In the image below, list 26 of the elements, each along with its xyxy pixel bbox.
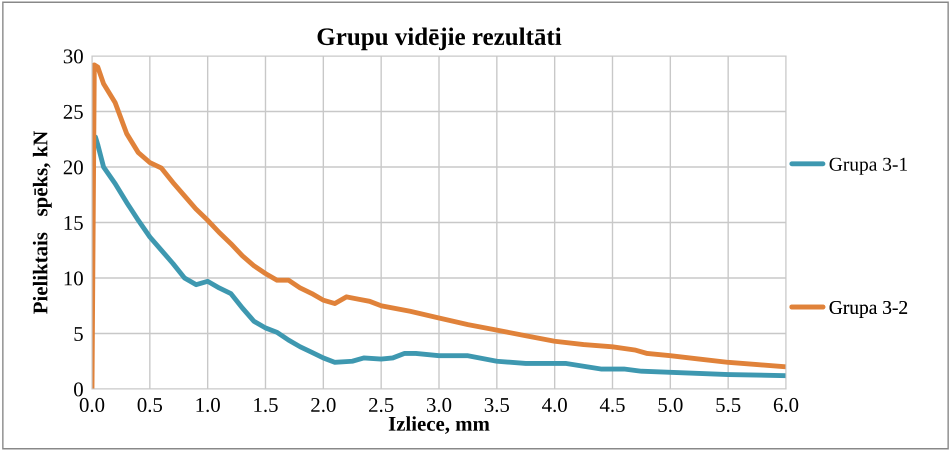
y-tick-label: 10 xyxy=(64,271,83,286)
legend-label: Grupa 3-1 xyxy=(830,158,907,175)
legend-label: Grupa 3-2 xyxy=(830,300,908,318)
x-tick-label: 6.0 xyxy=(774,398,798,412)
x-axis-title: Izliece, mm xyxy=(388,416,490,434)
x-tick-label: 5.5 xyxy=(716,398,740,412)
y-tick-label: 20 xyxy=(64,160,83,174)
chart-title: Grupu vidējie rezultāti xyxy=(318,28,562,50)
x-tick-label: 2.5 xyxy=(369,398,394,412)
x-tick-label: 0.0 xyxy=(80,398,104,412)
y-tick-label: 15 xyxy=(64,216,83,230)
y-tick-label: 5 xyxy=(74,327,83,341)
y-tick-label: 30 xyxy=(64,49,83,64)
y-axis-title: Pieliktais spēks, kN xyxy=(32,131,52,314)
x-tick-label: 4.0 xyxy=(542,398,567,412)
x-tick-label: 1.5 xyxy=(254,398,278,412)
x-tick-label: 3.0 xyxy=(426,398,452,412)
x-tick-label: 5.0 xyxy=(658,398,683,412)
x-tick-label: 3.5 xyxy=(484,398,510,412)
y-tick-label: 25 xyxy=(64,104,83,119)
line-series xyxy=(93,134,786,378)
x-tick-label: 0.5 xyxy=(138,398,162,412)
y-tick-label: 0 xyxy=(74,382,83,396)
x-tick-label: 4.5 xyxy=(600,398,625,412)
x-tick-label: 1.0 xyxy=(196,398,220,412)
x-tick-label: 2.0 xyxy=(311,398,336,412)
